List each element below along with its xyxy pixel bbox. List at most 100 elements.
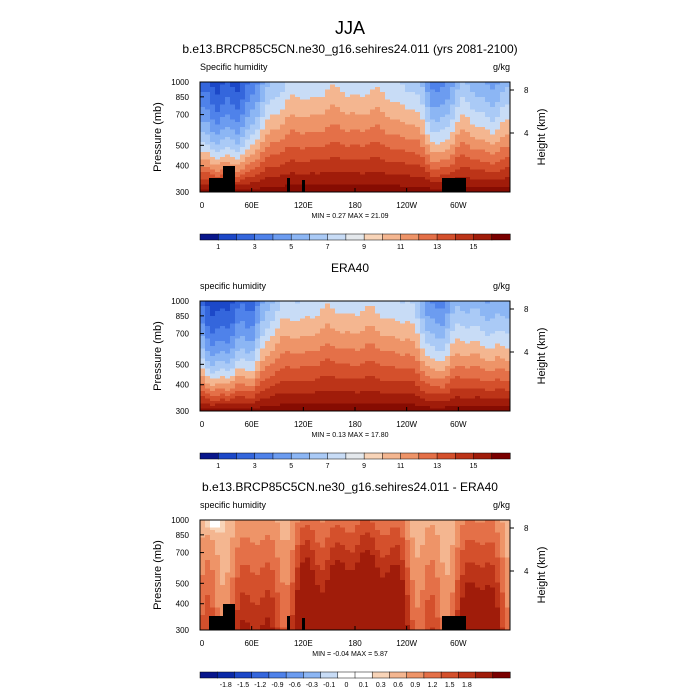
contour-cell [265,318,271,322]
contour-cell [315,321,321,324]
contour-cell [280,124,286,128]
contour-cell [395,164,401,168]
contour-cell [350,162,356,165]
contour-cell [430,157,436,160]
contour-cell [275,89,281,93]
contour-cell [390,127,396,130]
contour-cell [430,308,436,312]
contour-cell [485,102,491,105]
contour-cell [460,124,466,128]
contour-cell [280,306,286,309]
contour-cell [350,301,356,304]
contour-cell [265,144,271,148]
contour-cell [360,182,366,185]
contour-cell [240,356,246,359]
contour-cell [250,104,256,108]
contour-cell [500,144,506,148]
contour-cell [220,336,226,339]
contour-cell [285,386,291,389]
contour-cell [425,169,431,173]
contour-cell [410,182,416,185]
contour-cell [435,112,441,115]
contour-cell [200,388,206,392]
contour-cell [445,152,451,155]
contour-cell [470,313,476,317]
contour-cell [275,84,281,88]
contour-cell [325,303,331,307]
contour-cell [415,169,421,173]
contour-cell [445,102,451,105]
contour-cell [435,167,441,170]
contour-cell [345,124,351,128]
contour-cell [265,162,271,165]
contour-cell [450,132,456,135]
contour-cell [505,104,511,108]
contour-cell [355,177,361,180]
contour-cell [410,348,416,352]
contour-cell [385,318,391,322]
contour-cell [295,318,301,322]
contour-cell [375,107,381,110]
contour-cell [355,331,361,334]
contour-cell [505,159,511,163]
contour-cell [275,157,281,160]
contour-cell [325,112,331,115]
contour-cell [410,172,416,175]
contour-cell [455,351,461,354]
contour-cell [200,343,206,347]
contour-cell [340,169,346,173]
contour-cell [215,321,221,324]
contour-cell [500,303,506,307]
contour-cell [280,341,286,344]
contour-cell [235,336,241,339]
contour-cell [315,117,321,120]
contour-cell [465,169,471,173]
contour-cell [380,82,386,85]
contour-cell [385,99,391,103]
contour-cell [220,147,226,150]
contour-cell [385,378,391,382]
contour-cell [480,331,486,334]
contour-cell [440,137,446,140]
contour-cell [255,306,261,309]
contour-cell [475,157,481,160]
contour-cell [220,82,226,85]
contour-cell [495,371,501,374]
contour-cell [265,102,271,105]
contour-cell [210,341,216,344]
contour-cell [370,341,376,344]
contour-cell [310,152,316,155]
contour-cell [460,313,466,317]
contour-cell [225,348,231,352]
contour-cell [475,373,481,377]
contour-cell [275,164,281,168]
contour-cell [420,139,426,143]
colorbar-swatch [309,233,329,241]
contour-cell [230,346,236,349]
contour-cell [210,386,216,389]
contour-cell [315,157,321,160]
contour-cell [215,358,221,362]
contour-cell [460,316,466,319]
contour-cell [425,164,431,168]
contour-cell [350,147,356,150]
contour-cell [370,301,376,304]
contour-cell [240,386,246,389]
contour-cell [320,341,326,344]
contour-cell [290,119,296,123]
contour-cell [350,89,356,93]
contour-cell [440,174,446,178]
contour-cell [410,117,416,120]
contour-cell [405,306,411,309]
contour-cell [310,182,316,185]
contour-cell [290,388,296,392]
contour-cell [270,92,276,95]
contour-cell [455,164,461,168]
contour-cell [205,172,211,175]
contour-cell [315,119,321,123]
contour-cell [300,114,306,118]
contour-cell [350,139,356,143]
contour-cell [440,351,446,354]
contour-cell [265,353,271,357]
contour-cell [410,353,416,357]
